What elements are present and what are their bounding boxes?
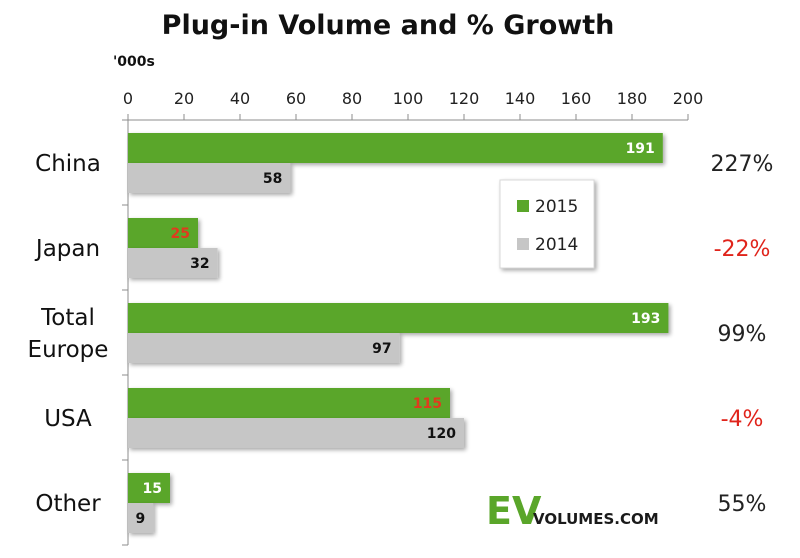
unit-label: '000s bbox=[113, 54, 155, 70]
x-tick-label: 140 bbox=[505, 89, 536, 108]
legend-box bbox=[499, 179, 595, 269]
bar-value-label: 58 bbox=[263, 171, 282, 187]
x-tick-label: 80 bbox=[342, 89, 362, 108]
ev-volumes-logo: EV VOLUMES.COM bbox=[486, 489, 659, 533]
bar-value-label: 32 bbox=[190, 256, 209, 272]
bar-2015 bbox=[128, 133, 663, 163]
logo-ev-text: EV bbox=[486, 489, 542, 533]
bar-2014 bbox=[128, 333, 400, 363]
bar-2015 bbox=[128, 388, 450, 418]
growth-percent-label: 99% bbox=[718, 322, 767, 347]
bar-2014 bbox=[128, 418, 464, 448]
chart-title: Plug-in Volume and % Growth bbox=[162, 10, 615, 41]
bar-2015 bbox=[128, 473, 170, 503]
growth-percent-label: 55% bbox=[718, 492, 767, 517]
bar-value-label: 193 bbox=[631, 311, 660, 327]
bar-2015 bbox=[128, 303, 669, 333]
category-label: USA bbox=[44, 406, 92, 432]
bar-2014 bbox=[128, 503, 154, 533]
category-label: Japan bbox=[34, 236, 100, 262]
bar-2014 bbox=[128, 248, 218, 278]
x-tick-label: 100 bbox=[393, 89, 424, 108]
x-tick-label: 120 bbox=[449, 89, 480, 108]
x-tick-label: 60 bbox=[286, 89, 306, 108]
legend-swatch-2015 bbox=[517, 200, 529, 212]
bar-2014 bbox=[128, 163, 291, 193]
category-labels: China Japan Total Europe USA Other bbox=[28, 151, 109, 517]
growth-percent-label: -4% bbox=[721, 407, 764, 432]
x-axis: 0 20 40 60 80 100 120 140 160 180 200 bbox=[122, 89, 704, 546]
legend-swatch-2014 bbox=[517, 238, 529, 250]
x-tick-label: 200 bbox=[673, 89, 704, 108]
legend: 2015 2014 bbox=[499, 179, 595, 269]
bar-value-label: 115 bbox=[413, 396, 442, 412]
bar-2015 bbox=[128, 218, 198, 248]
logo-volumes-text: VOLUMES.COM bbox=[533, 510, 659, 528]
bar-value-label: 25 bbox=[171, 226, 190, 242]
x-tick-label: 160 bbox=[561, 89, 592, 108]
bar-value-label: 191 bbox=[626, 141, 655, 157]
category-label: Other bbox=[35, 491, 101, 517]
category-label: Total bbox=[40, 305, 95, 331]
bar-value-label: 97 bbox=[372, 341, 391, 357]
category-label: China bbox=[35, 151, 101, 177]
x-tick-label: 0 bbox=[123, 89, 133, 108]
bar-value-label: 9 bbox=[135, 511, 145, 527]
growth-percent-label: -22% bbox=[714, 237, 771, 262]
legend-label-2015: 2015 bbox=[535, 197, 578, 217]
x-tick-label: 20 bbox=[174, 89, 194, 108]
bar-value-label: 15 bbox=[143, 481, 162, 497]
category-label: Europe bbox=[28, 337, 109, 363]
x-tick-label: 40 bbox=[230, 89, 250, 108]
x-tick-label: 180 bbox=[617, 89, 648, 108]
growth-percent-label: 227% bbox=[711, 152, 774, 177]
growth-labels: 227% -22% 99% -4% 55% bbox=[711, 152, 774, 517]
bar-value-label: 120 bbox=[427, 426, 456, 442]
legend-label-2014: 2014 bbox=[535, 235, 578, 255]
